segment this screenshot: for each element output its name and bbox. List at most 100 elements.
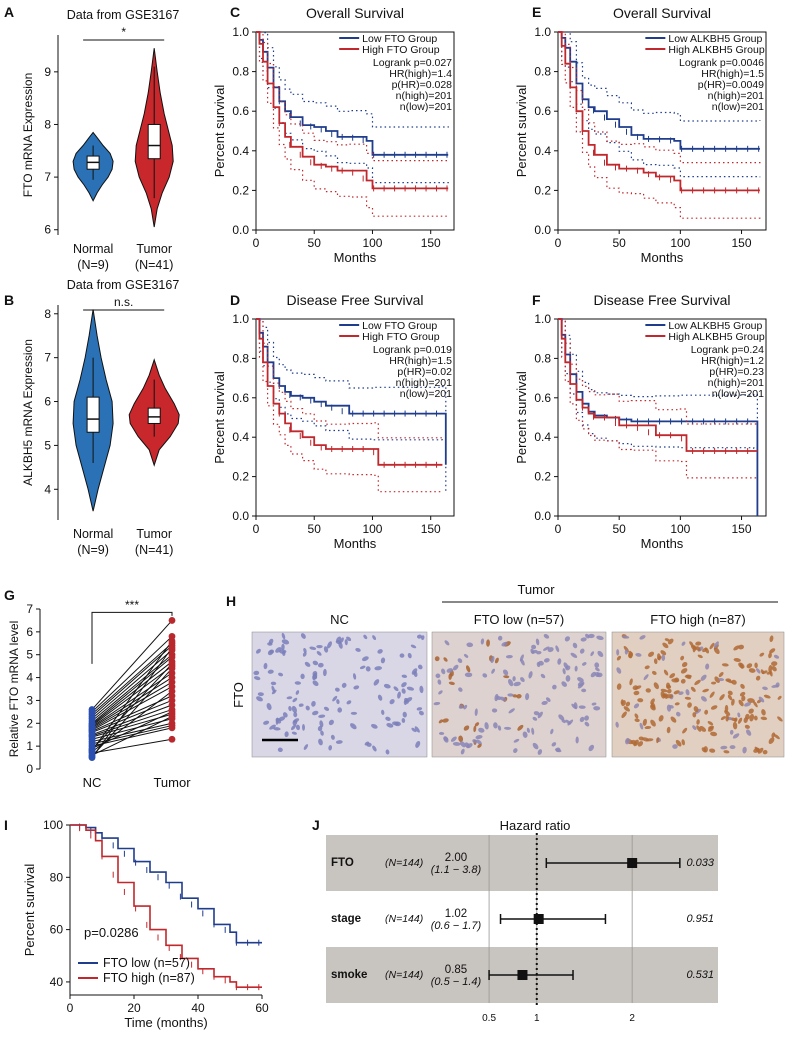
cell-nucleus bbox=[748, 668, 756, 673]
cell-nucleus bbox=[458, 704, 464, 709]
km-stat: Logrank p=0.24 bbox=[691, 344, 764, 356]
cell-nucleus bbox=[383, 683, 391, 689]
cell-nucleus bbox=[463, 704, 468, 710]
cell-nucleus bbox=[438, 719, 443, 724]
km-stat: n(high)=201 bbox=[396, 377, 452, 389]
cell-nucleus bbox=[337, 707, 343, 713]
cell-nucleus bbox=[312, 660, 319, 666]
x-tick-label: 60 bbox=[255, 1001, 269, 1015]
cell-nucleus bbox=[678, 691, 684, 695]
cell-nucleus bbox=[575, 736, 579, 744]
cell-nucleus bbox=[270, 681, 277, 686]
cell-nucleus bbox=[661, 654, 666, 661]
cell-nucleus bbox=[501, 641, 508, 647]
cell-nucleus bbox=[381, 709, 385, 715]
cell-nucleus bbox=[738, 644, 744, 650]
cell-nucleus bbox=[643, 674, 649, 681]
cell-nucleus bbox=[577, 681, 585, 687]
km-stat: p(HR)=0.0049 bbox=[698, 79, 764, 91]
cell-nucleus bbox=[328, 719, 334, 726]
cell-nucleus bbox=[350, 711, 358, 715]
cell-nucleus bbox=[330, 734, 335, 740]
tumor-point bbox=[168, 724, 176, 732]
row-ci: (0.5 − 1.4) bbox=[431, 976, 482, 988]
x-axis-label: Months bbox=[641, 536, 684, 551]
panel-letter-B: B bbox=[4, 292, 14, 308]
cell-nucleus bbox=[696, 719, 700, 725]
y-tick-label: 0.6 bbox=[534, 104, 551, 118]
significance-label: *** bbox=[125, 598, 139, 612]
cell-nucleus bbox=[513, 738, 520, 743]
cell-nucleus bbox=[294, 681, 302, 685]
cell-nucleus bbox=[748, 708, 754, 714]
cell-nucleus bbox=[303, 647, 307, 653]
cell-nucleus bbox=[579, 716, 585, 723]
cell-nucleus bbox=[401, 674, 408, 678]
km-stat: n(low)=201 bbox=[400, 388, 452, 400]
x-tick-label: 0 bbox=[253, 236, 260, 250]
cell-nucleus bbox=[292, 697, 298, 703]
ci-band-upper bbox=[558, 318, 758, 425]
tumor-point bbox=[168, 735, 176, 743]
cell-nucleus bbox=[271, 685, 276, 693]
cell-nucleus bbox=[657, 653, 661, 661]
cell-nucleus bbox=[482, 673, 488, 678]
cell-nucleus bbox=[446, 668, 454, 673]
x-tick-label: 100 bbox=[362, 522, 382, 536]
legend-label: Low ALKBH5 Group bbox=[668, 33, 762, 45]
survival-curve-high bbox=[558, 31, 760, 192]
cell-nucleus bbox=[574, 665, 578, 672]
cell-nucleus bbox=[616, 683, 622, 690]
cell-nucleus bbox=[674, 702, 680, 706]
y-axis-label: Percent survival bbox=[212, 85, 227, 178]
cell-nucleus bbox=[551, 742, 557, 747]
cell-nucleus bbox=[667, 638, 674, 645]
tumor-point bbox=[168, 687, 176, 695]
x-category-n: (N=41) bbox=[135, 258, 174, 272]
pair-line bbox=[91, 715, 173, 756]
x-tick-label: 2 bbox=[629, 1013, 635, 1024]
cell-nucleus bbox=[443, 657, 448, 662]
cell-nucleus bbox=[696, 725, 702, 732]
cell-nucleus bbox=[300, 673, 305, 680]
cell-nucleus bbox=[590, 651, 595, 657]
cell-nucleus bbox=[531, 644, 537, 650]
cell-nucleus bbox=[538, 660, 544, 666]
cell-nucleus bbox=[361, 656, 369, 662]
cell-nucleus bbox=[742, 746, 747, 754]
km-stat: p(HR)=0.02 bbox=[397, 366, 452, 378]
y-tick-label: 8 bbox=[44, 307, 51, 321]
cell-nucleus bbox=[638, 736, 644, 741]
x-tick-label: 0 bbox=[253, 522, 260, 536]
cell-nucleus bbox=[645, 738, 654, 742]
pair-line bbox=[91, 663, 173, 750]
cell-nucleus bbox=[476, 739, 482, 745]
cell-nucleus bbox=[739, 691, 746, 697]
cell-nucleus bbox=[771, 732, 776, 738]
cell-nucleus bbox=[561, 681, 567, 687]
y-tick-label: 0.4 bbox=[232, 430, 249, 444]
cell-nucleus bbox=[708, 725, 715, 730]
y-tick-label: 0.4 bbox=[534, 144, 551, 158]
survival-curve-high bbox=[256, 31, 449, 190]
violin-title: Data from GSE3167 bbox=[67, 8, 180, 22]
cell-nucleus bbox=[729, 729, 734, 735]
cell-nucleus bbox=[621, 711, 627, 719]
image-caption: FTO low (n=57) bbox=[474, 612, 564, 627]
cell-nucleus bbox=[457, 658, 463, 664]
cell-nucleus bbox=[662, 642, 669, 649]
y-tick-label: 0.2 bbox=[232, 470, 249, 484]
x-category-n: (N=9) bbox=[77, 543, 109, 557]
cell-nucleus bbox=[547, 647, 554, 653]
row-label: FTO bbox=[231, 682, 246, 708]
cell-nucleus bbox=[777, 716, 783, 722]
cell-nucleus bbox=[582, 662, 587, 666]
cell-nucleus bbox=[667, 688, 672, 694]
y-tick-label: 0.0 bbox=[232, 223, 249, 237]
cell-nucleus bbox=[595, 671, 600, 677]
cell-nucleus bbox=[579, 648, 585, 654]
y-tick-label: 0.2 bbox=[232, 183, 249, 197]
cell-nucleus bbox=[452, 664, 459, 671]
cell-nucleus bbox=[291, 731, 297, 735]
cell-nucleus bbox=[771, 666, 777, 672]
